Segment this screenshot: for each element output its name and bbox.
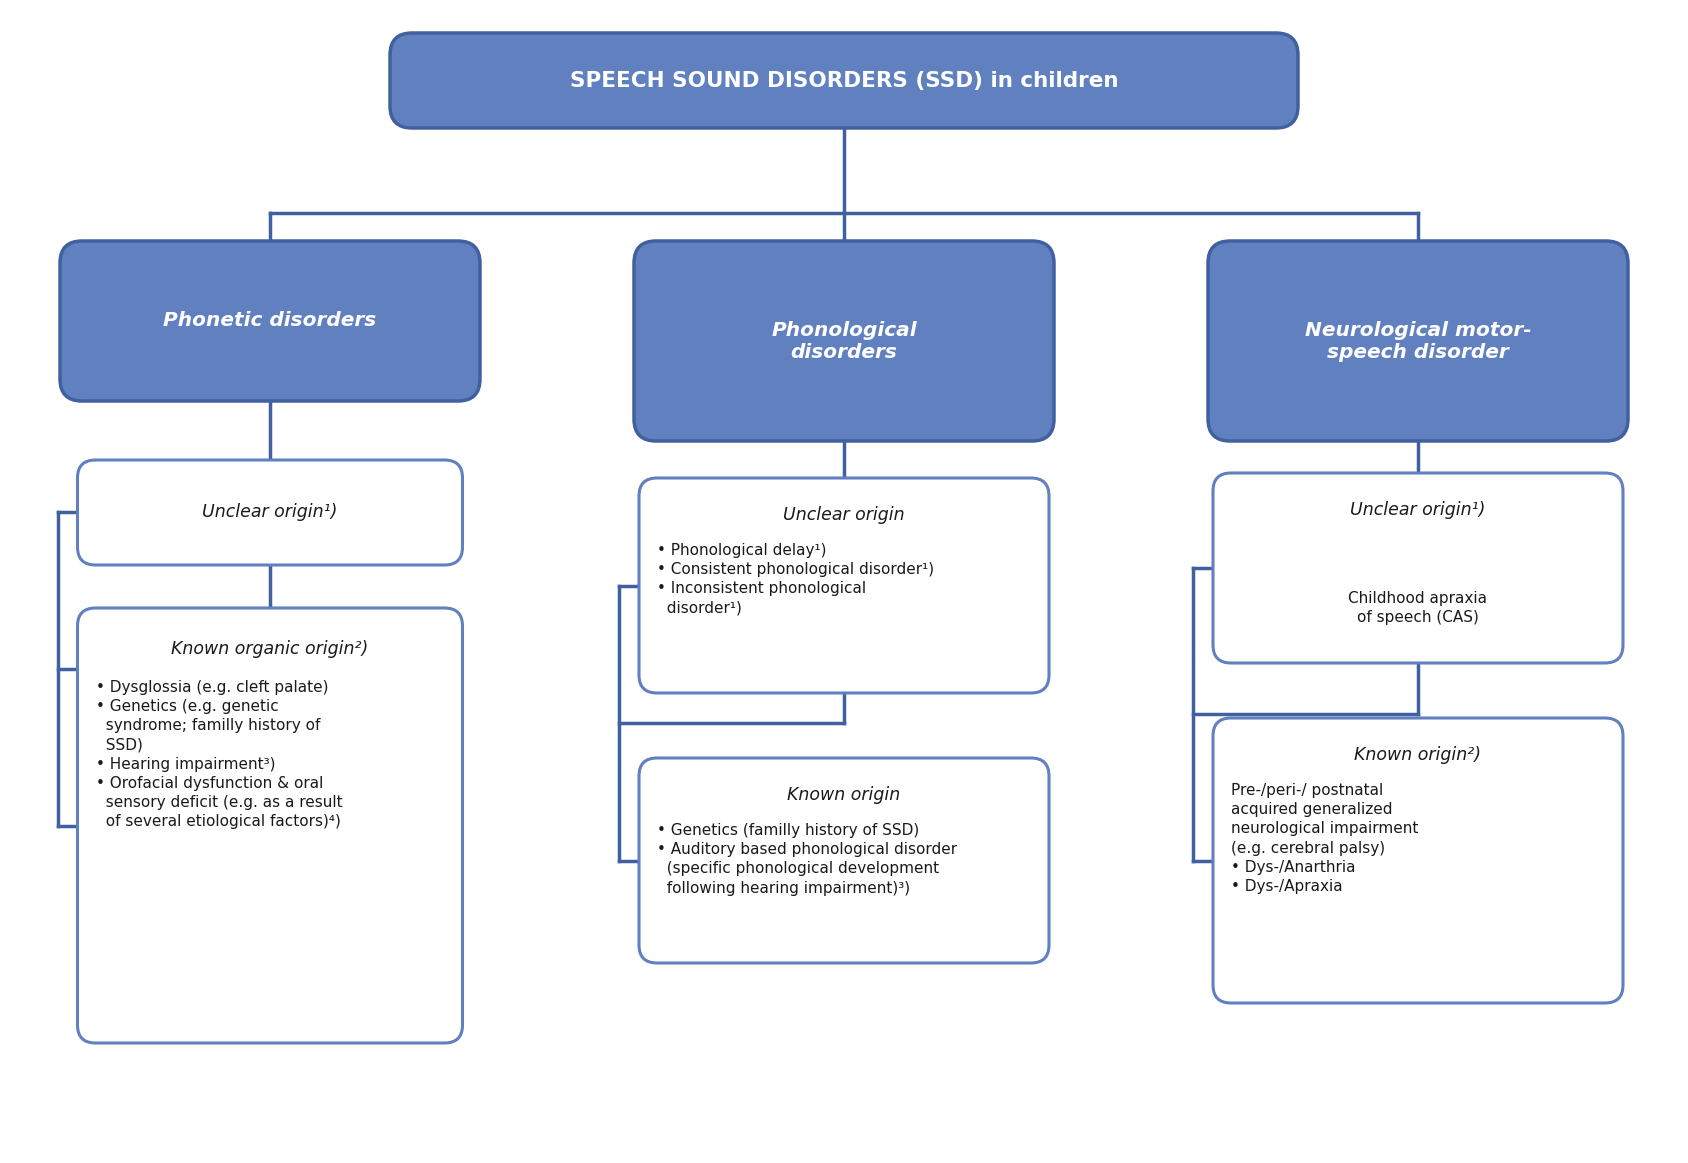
FancyBboxPatch shape [640, 758, 1048, 963]
Text: Pre-/peri-/ postnatal
acquired generalized
neurological impairment
(e.g. cerebra: Pre-/peri-/ postnatal acquired generaliz… [1231, 783, 1418, 894]
Text: Known origin: Known origin [787, 786, 901, 804]
FancyBboxPatch shape [1214, 718, 1622, 1003]
FancyBboxPatch shape [61, 241, 479, 401]
Text: Known organic origin²): Known organic origin²) [172, 640, 368, 658]
FancyBboxPatch shape [390, 33, 1298, 128]
FancyBboxPatch shape [635, 241, 1053, 441]
Text: Neurological motor-
speech disorder: Neurological motor- speech disorder [1305, 321, 1531, 362]
Text: • Phonological delay¹)
• Consistent phonological disorder¹)
• Inconsistent phono: • Phonological delay¹) • Consistent phon… [657, 543, 933, 615]
FancyBboxPatch shape [640, 478, 1048, 693]
Text: • Dysglossia (e.g. cleft palate)
• Genetics (e.g. genetic
  syndrome; familly hi: • Dysglossia (e.g. cleft palate) • Genet… [96, 680, 343, 829]
Text: Unclear origin¹): Unclear origin¹) [203, 504, 338, 521]
FancyBboxPatch shape [78, 461, 463, 565]
FancyBboxPatch shape [78, 608, 463, 1043]
Text: SPEECH SOUND DISORDERS (SSD) in children: SPEECH SOUND DISORDERS (SSD) in children [571, 71, 1117, 91]
FancyBboxPatch shape [1209, 241, 1627, 441]
Text: Phonological
disorders: Phonological disorders [771, 321, 917, 362]
Text: • Genetics (familly history of SSD)
• Auditory based phonological disorder
  (sp: • Genetics (familly history of SSD) • Au… [657, 823, 957, 896]
Text: Unclear origin: Unclear origin [783, 506, 905, 525]
Text: Childhood apraxia
of speech (CAS): Childhood apraxia of speech (CAS) [1349, 591, 1487, 625]
Text: Phonetic disorders: Phonetic disorders [164, 312, 376, 330]
Text: Unclear origin¹): Unclear origin¹) [1350, 501, 1485, 519]
FancyBboxPatch shape [1214, 473, 1622, 663]
Text: Known origin²): Known origin²) [1354, 745, 1482, 764]
